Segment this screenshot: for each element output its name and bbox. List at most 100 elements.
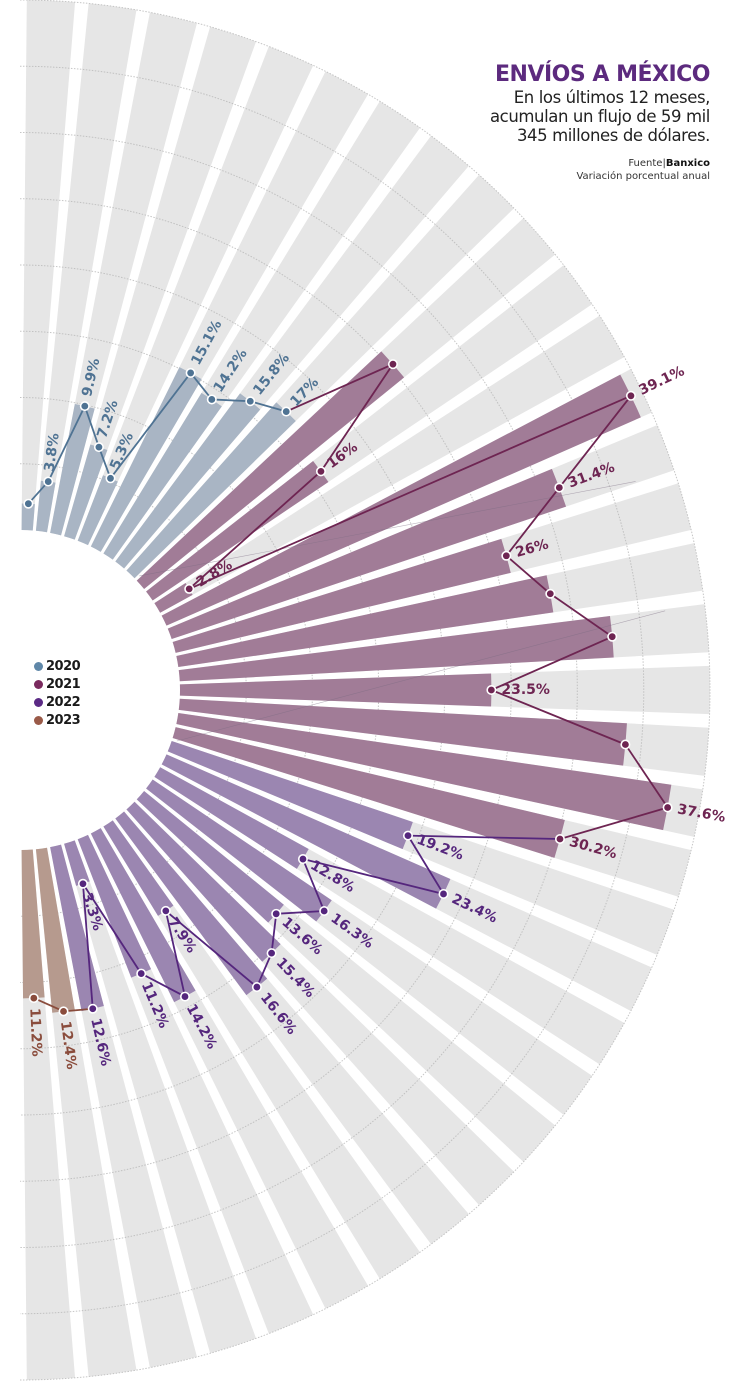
bar xyxy=(167,468,567,640)
bar xyxy=(64,840,90,886)
bar xyxy=(161,754,451,909)
data-point xyxy=(251,982,262,993)
variation-note: Variación porcentual anual xyxy=(576,171,710,182)
legend: 2020 2021 2022 2023 xyxy=(34,657,81,729)
series-line-segment xyxy=(270,913,278,954)
data-point xyxy=(185,367,196,378)
series-line-segment xyxy=(491,635,613,691)
series-line-segment xyxy=(505,555,551,595)
bar xyxy=(77,834,152,978)
series-line-segment xyxy=(98,446,112,479)
series-line-segment xyxy=(165,910,258,988)
bar-track xyxy=(64,840,257,1354)
series-line-segment xyxy=(256,952,273,988)
bar xyxy=(103,392,222,560)
series-line-segment xyxy=(47,405,86,482)
data-label: 11.2% xyxy=(26,1008,44,1057)
series-line-segment xyxy=(188,394,632,590)
data-label: 3.8% xyxy=(42,432,63,473)
data-point xyxy=(58,1006,69,1017)
series-line-segment xyxy=(140,972,186,998)
series-line-segment xyxy=(164,910,186,997)
bar xyxy=(90,367,202,552)
series-line-segment xyxy=(505,487,561,557)
data-point xyxy=(245,396,256,407)
data-label: 12.4% xyxy=(57,1020,79,1070)
data-point xyxy=(160,905,171,916)
series-line-segment xyxy=(83,405,100,448)
series-line-segment xyxy=(407,834,560,840)
bar xyxy=(136,351,405,590)
legend-label: 2023 xyxy=(46,712,81,728)
data-label: 39.1% xyxy=(636,363,687,398)
bar xyxy=(176,713,672,831)
legend-label: 2021 xyxy=(46,676,81,692)
legend-item-2021: 2021 xyxy=(34,675,81,693)
data-point xyxy=(28,993,39,1004)
data-point xyxy=(43,476,54,487)
series-line-segment xyxy=(407,835,445,895)
bar xyxy=(154,583,193,613)
series-lines xyxy=(27,363,669,1013)
bar xyxy=(35,480,56,533)
data-point xyxy=(206,394,217,405)
series-line-segment xyxy=(624,743,669,809)
bar xyxy=(146,779,332,922)
bar xyxy=(21,849,45,999)
legend-dot-icon xyxy=(34,697,43,707)
series-line-segment xyxy=(82,883,94,1009)
bar-track xyxy=(64,26,257,540)
legend-dot-icon xyxy=(34,661,43,671)
series-points xyxy=(23,359,673,1017)
data-point xyxy=(136,968,147,979)
series-line-segment xyxy=(109,372,192,479)
bar xyxy=(178,616,614,682)
bar xyxy=(176,575,554,667)
source-label: Fuente| xyxy=(628,158,666,169)
series-line-segment xyxy=(188,470,322,590)
data-point xyxy=(179,991,190,1002)
bar xyxy=(103,820,174,916)
series-line-segment xyxy=(559,806,668,840)
data-point xyxy=(266,948,277,959)
data-point xyxy=(387,359,398,370)
bar xyxy=(90,828,196,1003)
source-name: Banxico xyxy=(665,158,710,169)
bar xyxy=(154,767,309,869)
bar xyxy=(178,698,627,766)
gridline xyxy=(20,0,711,1381)
data-point xyxy=(545,588,556,599)
data-point xyxy=(184,583,195,594)
bar xyxy=(21,503,35,531)
bar-track xyxy=(154,315,625,613)
series-line-segment xyxy=(549,593,613,638)
data-point xyxy=(297,854,308,865)
series-line-segment xyxy=(33,997,64,1013)
legend-item-2023: 2023 xyxy=(34,711,81,729)
bar xyxy=(172,727,565,858)
data-point xyxy=(105,473,116,484)
series-line-segment xyxy=(276,910,325,915)
legend-dot-icon xyxy=(34,679,43,689)
data-point xyxy=(438,888,449,899)
bars xyxy=(21,351,672,1013)
bar xyxy=(77,475,118,546)
legend-dot-icon xyxy=(34,715,43,725)
series-line-segment xyxy=(491,689,626,746)
series-line-segment xyxy=(211,398,251,403)
data-label: 23.5% xyxy=(501,682,550,698)
bar xyxy=(35,847,75,1013)
gridline xyxy=(20,65,645,1315)
bar xyxy=(115,811,268,996)
bar-track xyxy=(77,46,314,546)
legend-label: 2020 xyxy=(46,658,81,674)
data-point xyxy=(554,834,565,845)
bar-track xyxy=(35,3,137,533)
series-line-segment xyxy=(302,858,444,895)
legend-item-2022: 2022 xyxy=(34,693,81,711)
source-note: Fuente|Banxico Variación porcentual anua… xyxy=(470,157,710,183)
data-point xyxy=(271,908,282,919)
chart-title: ENVÍOS A MÉXICO xyxy=(495,62,710,87)
series-line-segment xyxy=(302,858,326,912)
data-point xyxy=(662,802,673,813)
